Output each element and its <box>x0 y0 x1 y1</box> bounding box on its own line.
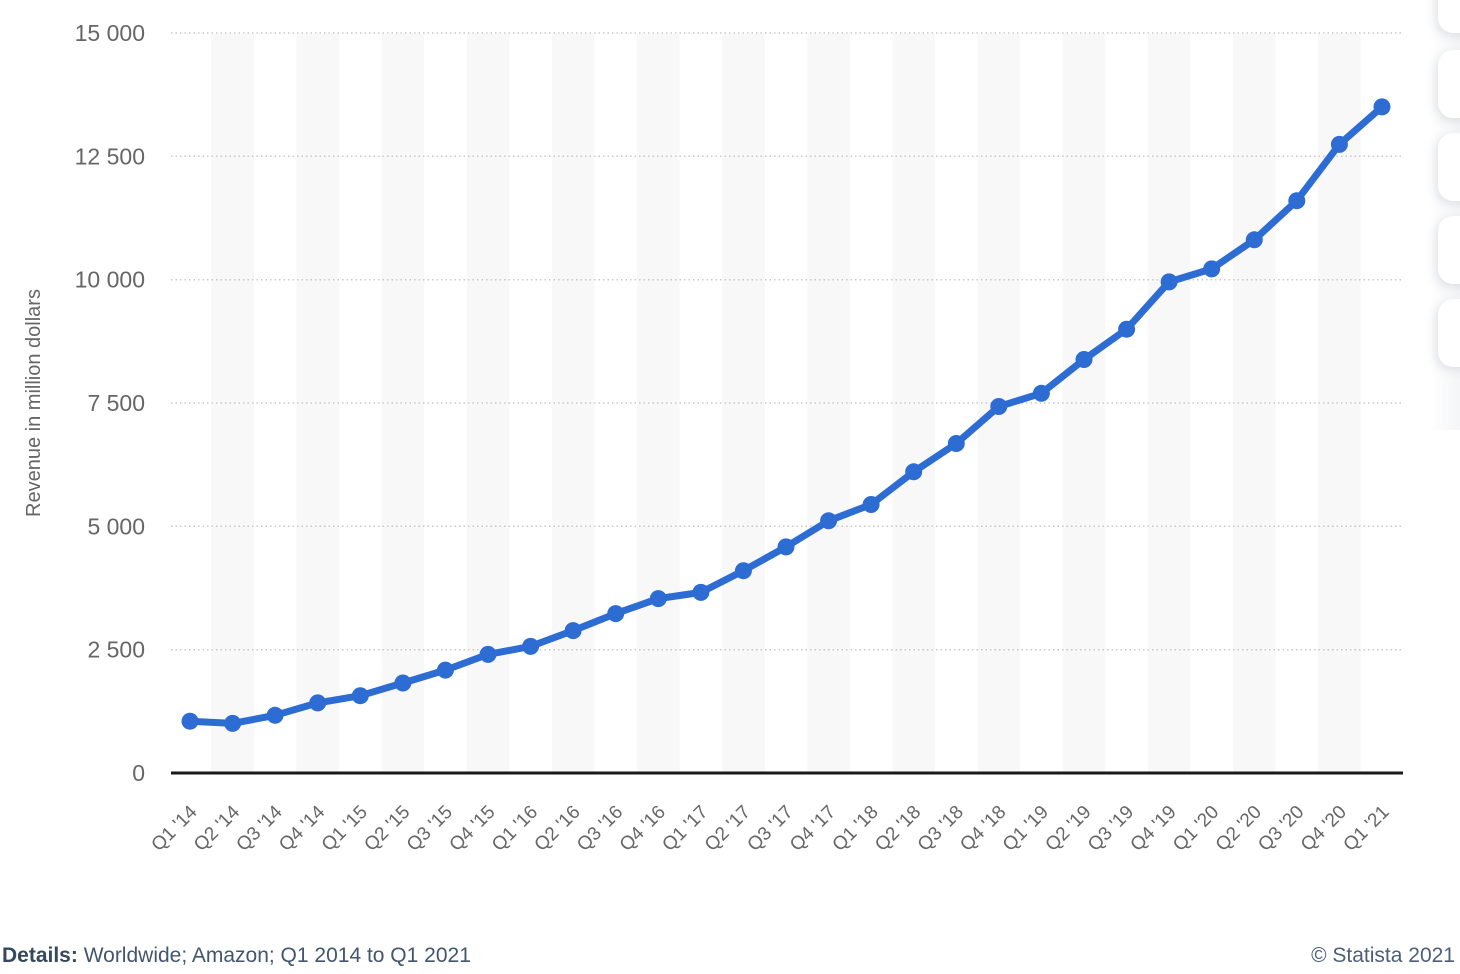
data-point-q1-19[interactable] <box>1032 384 1050 402</box>
data-point-q1-15[interactable] <box>351 687 369 705</box>
side-toolbar-button-5[interactable] <box>1438 299 1460 367</box>
data-point-q1-17[interactable] <box>692 583 710 601</box>
data-point-q3-19[interactable] <box>1118 320 1136 338</box>
column-band <box>1233 34 1276 772</box>
data-point-q1-18[interactable] <box>862 496 880 513</box>
data-point-q1-20[interactable] <box>1203 260 1221 278</box>
data-point-q2-16[interactable] <box>564 622 582 640</box>
x-tick-label: Q3 '18 <box>914 802 968 856</box>
data-point-q2-20[interactable] <box>1245 231 1263 249</box>
x-tick-label: Q1 '20 <box>1169 802 1223 856</box>
data-point-q4-15[interactable] <box>479 645 497 663</box>
data-point-q1-21[interactable] <box>1373 98 1391 116</box>
data-point-q2-19[interactable] <box>1075 351 1093 368</box>
data-point-q2-14[interactable] <box>224 714 242 732</box>
data-point-q4-14[interactable] <box>309 694 327 712</box>
column-band <box>381 34 425 772</box>
data-point-q2-15[interactable] <box>394 674 412 692</box>
x-tick-label: Q4 '17 <box>786 802 840 856</box>
side-toolbar-button-2[interactable] <box>1438 50 1460 118</box>
x-tick-label: Q4 '18 <box>956 802 1010 856</box>
column-band <box>1318 34 1361 772</box>
data-point-q1-14[interactable] <box>181 712 199 730</box>
side-toolbar-button-1[interactable] <box>1438 0 1460 33</box>
revenue-line-chart[interactable]: 0 2 500 5 000 7 500 10 000 12 500 15 000 Revenu… <box>0 0 1460 905</box>
revenue-series-line <box>186 103 1386 727</box>
y-tick-label: 5 000 <box>87 513 145 539</box>
x-tick-label: Q4 '20 <box>1297 802 1351 856</box>
x-tick-label: Q1 '16 <box>488 802 542 856</box>
y-tick-label: 15 000 <box>75 20 145 46</box>
x-tick-label: Q1 '17 <box>658 802 712 856</box>
y-tick-label: 7 500 <box>87 390 145 416</box>
data-point-q1-16[interactable] <box>522 637 540 655</box>
details-label: Details: <box>2 944 78 967</box>
x-tick-label: Q2 '17 <box>701 802 755 856</box>
y-tick-label: 2 500 <box>87 637 145 663</box>
x-tick-label: Q2 '15 <box>360 802 414 856</box>
x-tick-label: Q3 '17 <box>744 802 798 856</box>
x-tick-label: Q4 '15 <box>446 802 500 856</box>
x-tick-label: Q2 '16 <box>531 802 585 856</box>
column-band <box>211 34 254 772</box>
x-tick-label: Q2 '20 <box>1212 802 1266 856</box>
data-point-q3-17[interactable] <box>777 538 795 556</box>
x-tick-label: Q4 '16 <box>616 802 670 856</box>
x-tick-label: Q2 '19 <box>1042 802 1096 856</box>
data-point-q4-18[interactable] <box>990 398 1008 415</box>
x-tick-label: Q3 '16 <box>573 802 627 856</box>
data-point-q4-17[interactable] <box>820 512 838 530</box>
y-tick-label: 10 000 <box>75 267 145 293</box>
details-line: Details: Worldwide; Amazon; Q1 2014 to Q… <box>2 944 471 968</box>
chart-canvas[interactable]: 0 2 500 5 000 7 500 10 000 12 500 15 000 Revenu… <box>0 0 1460 905</box>
data-point-q3-18[interactable] <box>947 435 965 452</box>
x-tick-label: Q1 '15 <box>318 802 372 856</box>
x-tick-label: Q2 '14 <box>190 801 244 855</box>
data-point-q4-16[interactable] <box>649 590 667 608</box>
data-point-q3-14[interactable] <box>266 706 284 724</box>
x-tick-label: Q2 '18 <box>871 802 925 856</box>
x-tick-label: Q3 '19 <box>1084 802 1138 856</box>
x-tick-label: Q4 '14 <box>275 801 329 855</box>
column-band <box>1147 34 1191 772</box>
side-toolbar-button-4[interactable] <box>1438 216 1460 284</box>
x-tick-label: Q1 '14 <box>148 801 202 855</box>
x-tick-label: Q3 '14 <box>233 801 287 855</box>
data-point-q2-17[interactable] <box>734 562 752 580</box>
x-tick-label: Q4 '19 <box>1127 802 1181 856</box>
x-tick-label: Q1 '19 <box>999 802 1053 856</box>
statista-copyright: © Statista 2021 <box>1311 944 1455 967</box>
side-toolbar <box>1436 0 1460 430</box>
y-tick-label: 0 <box>132 760 145 786</box>
data-point-q3-15[interactable] <box>436 661 454 679</box>
y-tick-label: 12 500 <box>75 143 145 169</box>
chart-footer: Details: Worldwide; Amazon; Q1 2014 to Q… <box>0 944 1460 968</box>
side-toolbar-button-3[interactable] <box>1438 133 1460 201</box>
data-point-q4-20[interactable] <box>1330 135 1348 153</box>
x-tick-label: Q3 '20 <box>1254 802 1308 856</box>
details-value: Worldwide; Amazon; Q1 2014 to Q1 2021 <box>77 944 471 967</box>
x-tick-label: Q1 '21 <box>1340 802 1394 856</box>
data-point-q3-20[interactable] <box>1288 192 1306 210</box>
x-tick-label: Q1 '18 <box>829 802 883 856</box>
data-point-q3-16[interactable] <box>607 605 625 623</box>
data-point-q4-19[interactable] <box>1160 273 1178 291</box>
x-tick-label: Q3 '15 <box>403 802 457 856</box>
y-axis-title: Revenue in million dollars <box>23 289 45 517</box>
data-point-q2-18[interactable] <box>905 463 923 481</box>
column-band <box>296 34 339 772</box>
